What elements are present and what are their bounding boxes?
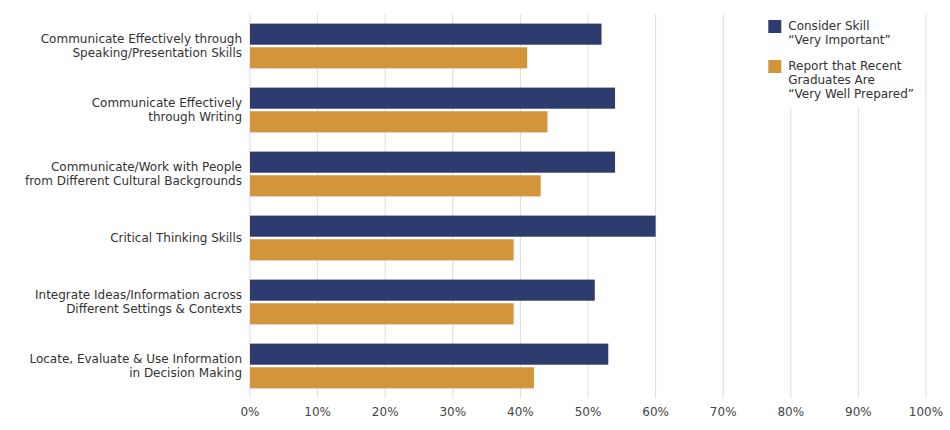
bar [250, 152, 615, 173]
grid [250, 14, 926, 398]
bar [250, 344, 608, 365]
x-tick-label: 90% [845, 405, 872, 419]
x-tick-label: 0% [240, 405, 259, 419]
bar [250, 111, 547, 132]
legend-swatch [768, 60, 781, 73]
x-tick-label: 30% [439, 405, 466, 419]
x-tick-label: 80% [777, 405, 804, 419]
y-axis: Communicate Effectively throughSpeaking/… [25, 32, 242, 380]
chart: 0% 10% 20% 30% 40% 50% 60% 70% 80% 90% 100% Communi… [0, 0, 950, 430]
legend-swatch [768, 20, 781, 33]
grid-line [926, 14, 927, 398]
category-label: Locate, Evaluate & Use Informationin Dec… [29, 352, 242, 380]
category-label: Communicate Effectivelythrough Writing [92, 96, 242, 124]
bar [250, 24, 602, 45]
x-tick-label: 70% [710, 405, 737, 419]
x-tick-label: 100% [909, 405, 943, 419]
grid-line [655, 14, 656, 398]
bar [250, 280, 595, 301]
bars [250, 24, 656, 389]
x-tick-label: 20% [372, 405, 399, 419]
category-label: Communicate Effectively throughSpeaking/… [41, 32, 242, 60]
category-label: Communicate/Work with Peoplefrom Differe… [25, 160, 242, 188]
bar [250, 47, 527, 68]
bar [250, 367, 534, 388]
category-label: Critical Thinking Skills [110, 231, 242, 245]
x-tick-label: 40% [507, 405, 534, 419]
x-tick-label: 10% [304, 405, 331, 419]
grid-line [452, 14, 453, 398]
legend-entry: Report that RecentGraduates Are“Very Wel… [768, 59, 914, 101]
legend-label: Consider Skill“Very Important” [788, 19, 890, 47]
bar [250, 216, 656, 237]
grid-line [723, 14, 724, 398]
grid-line [520, 14, 521, 398]
bar [250, 88, 615, 109]
category-label: Integrate Ideas/Information acrossDiffer… [35, 288, 242, 316]
bar [250, 239, 514, 260]
grid-line [588, 14, 589, 398]
legend: Consider Skill“Very Important” Report tha… [762, 14, 920, 108]
grid-line [317, 14, 318, 398]
grid-line [385, 14, 386, 398]
legend-entry: Consider Skill“Very Important” [768, 19, 890, 47]
grid-line [250, 14, 251, 398]
legend-label: Report that RecentGraduates Are“Very Wel… [788, 59, 914, 101]
x-axis: 0% 10% 20% 30% 40% 50% 60% 70% 80% 90% 100% [240, 405, 943, 419]
x-tick-label: 50% [575, 405, 602, 419]
bar [250, 303, 514, 324]
bar [250, 175, 541, 196]
x-tick-label: 60% [642, 405, 669, 419]
legend-background [762, 14, 920, 108]
